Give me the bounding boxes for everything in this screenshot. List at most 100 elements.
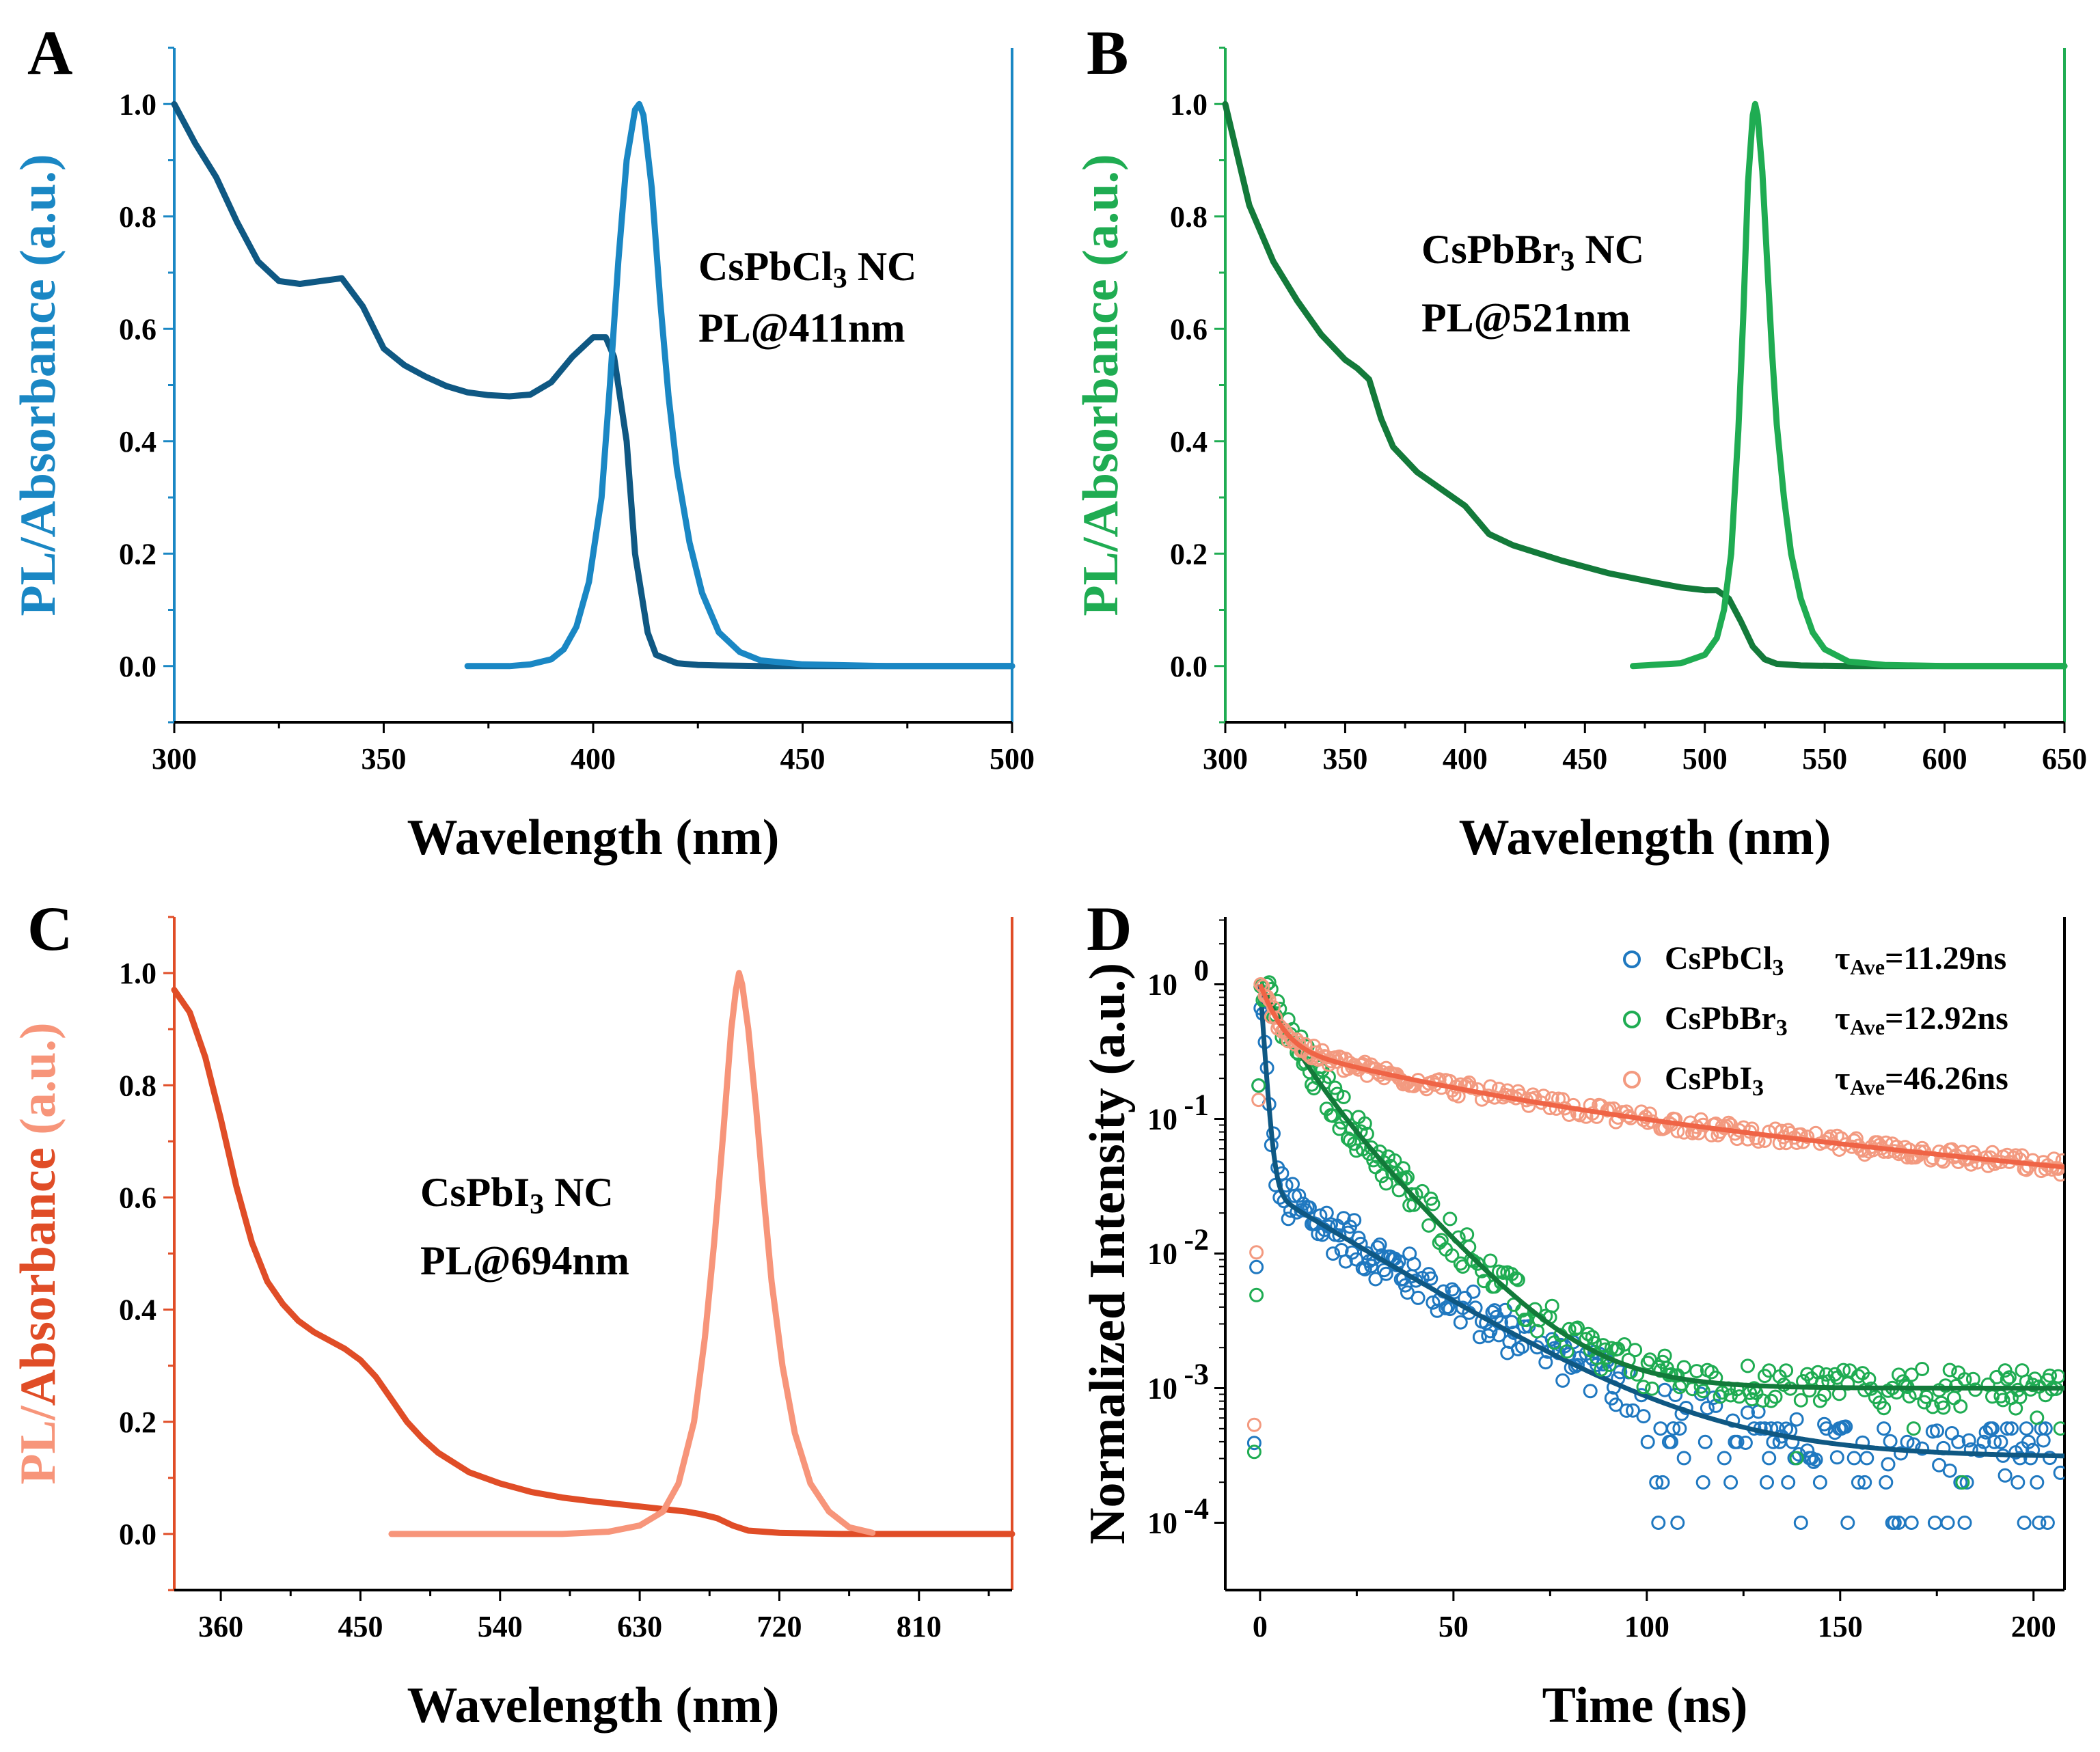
data-point [1965, 1371, 1980, 1386]
x-tick-label: 630 [617, 1610, 662, 1643]
data-point [2021, 1434, 2036, 1449]
data-point [1887, 1516, 1902, 1530]
panel-letter: D [1087, 894, 1132, 963]
tau-symbol: τ [1835, 1000, 1850, 1037]
fit-curve [1257, 983, 2064, 1170]
data-point [1617, 1337, 1632, 1352]
data-point [1685, 1382, 1700, 1397]
y-tick-exponent: -2 [1184, 1223, 1209, 1257]
y-tick-label: 0.2 [119, 1406, 156, 1439]
data-point [2013, 1390, 2028, 1405]
data-point [1628, 1343, 1643, 1358]
y-tick-base: 10 [1147, 1372, 1177, 1406]
y-tick-label: 1.0 [1170, 87, 1208, 121]
data-point [2013, 1451, 2028, 1466]
data-point [1846, 1451, 1862, 1466]
data-point [1915, 1441, 1930, 1456]
y-tick-base: 10 [1147, 1507, 1177, 1540]
data-point [1781, 1475, 1796, 1490]
data-point [1246, 1436, 1262, 1451]
compound-suffix: NC [544, 1170, 614, 1215]
tau-value: =12.92ns [1885, 1000, 2008, 1037]
y-tick-label: 10 [1147, 1103, 1177, 1136]
data-point [1332, 1228, 1347, 1243]
data-point [1764, 1393, 1779, 1408]
series-line-pl [1630, 100, 2068, 670]
data-point [1246, 1445, 1262, 1460]
y-title-part-pl: (a.u.) [10, 154, 66, 279]
legend-tau: τAve=46.26ns [1835, 1060, 2008, 1099]
legend-compound: CsPbBr [1665, 1000, 1776, 1037]
data-point [1517, 1319, 1532, 1334]
data-point [1555, 1373, 1570, 1388]
data-point [1793, 1393, 1808, 1408]
data-point [1470, 1256, 1485, 1271]
data-point [1357, 1116, 1372, 1131]
x-tick-label: 450 [1562, 742, 1607, 776]
legend-subscript: 3 [1752, 1076, 1764, 1101]
panel-a: 300 350 400 450 500 0.0 0.2 0.4 0.6 0.8 1.0 Wavelen… [10, 18, 1035, 866]
data-point [1800, 1130, 1815, 1145]
data-point [1836, 1363, 1851, 1378]
x-tick-label: 300 [152, 742, 197, 776]
data-point [1443, 1212, 1458, 1227]
legend-subscript: 3 [1776, 1015, 1788, 1041]
data-point [1762, 1363, 1777, 1378]
y-tick-label: 0.8 [119, 200, 156, 234]
data-point [1940, 1516, 1955, 1530]
y-title-part-pl: / [10, 536, 66, 552]
compound-label: CsPbI3 NC [420, 1170, 614, 1220]
data-point [2038, 1421, 2053, 1436]
data-point [1426, 1295, 1441, 1310]
data-point [1997, 1468, 2013, 1483]
data-point [1877, 1401, 1892, 1416]
data-point [1808, 1452, 1823, 1467]
data-point [1251, 1078, 1266, 1093]
data-point [1619, 1403, 1634, 1418]
data-point [1695, 1384, 1710, 1399]
data-point [1938, 1378, 1953, 1393]
x-tick-label: 350 [362, 742, 407, 776]
data-point [1925, 1399, 1940, 1414]
data-point [2053, 1421, 2064, 1436]
data-point [2040, 1516, 2055, 1530]
data-point [1987, 1434, 2002, 1449]
x-tick-label: 300 [1203, 742, 1248, 776]
x-tick-label: 550 [1802, 742, 1847, 776]
data-point [1919, 1389, 1934, 1404]
x-axis-title: Wavelength (nm) [407, 1678, 780, 1734]
data-point [1695, 1475, 1710, 1490]
y-tick-label: 10 [1147, 1507, 1177, 1540]
y-tick-base: 10 [1147, 1103, 1177, 1136]
y-tick-label: 0.6 [119, 312, 156, 346]
legend-marker [1623, 1011, 1641, 1028]
legend-label: CsPbBr3 [1665, 1000, 1788, 1041]
data-point [1700, 1401, 1715, 1416]
compound-subscript: 3 [833, 263, 847, 295]
compound-name: CsPbBr [1421, 227, 1560, 272]
y-title-part-pl: PL [1073, 551, 1129, 616]
panel-letter: C [27, 894, 72, 963]
data-point [1510, 1272, 1525, 1287]
compound-suffix: NC [1574, 227, 1644, 272]
data-point [1666, 1421, 1681, 1436]
tau-symbol: τ [1835, 940, 1850, 976]
data-point [1857, 1475, 1872, 1490]
data-point [1755, 1393, 1770, 1408]
data-point [1421, 1218, 1436, 1233]
y-tick-label: 0.6 [1170, 312, 1208, 346]
data-point [1961, 1433, 1976, 1448]
y-title-part-pl: / [1073, 536, 1129, 552]
data-point [1349, 1143, 1364, 1158]
data-point [1800, 1443, 1815, 1458]
x-axis-title: Wavelength (nm) [407, 810, 780, 866]
x-tick-label: 50 [1438, 1610, 1469, 1643]
compound-name: CsPbI [420, 1170, 530, 1215]
data-point [1544, 1298, 1559, 1313]
x-tick-label: 400 [1443, 742, 1488, 776]
data-point [1838, 1419, 1853, 1434]
data-point [1959, 1475, 1974, 1490]
data-point [1347, 1213, 1362, 1228]
x-tick-label: 540 [478, 1610, 523, 1643]
